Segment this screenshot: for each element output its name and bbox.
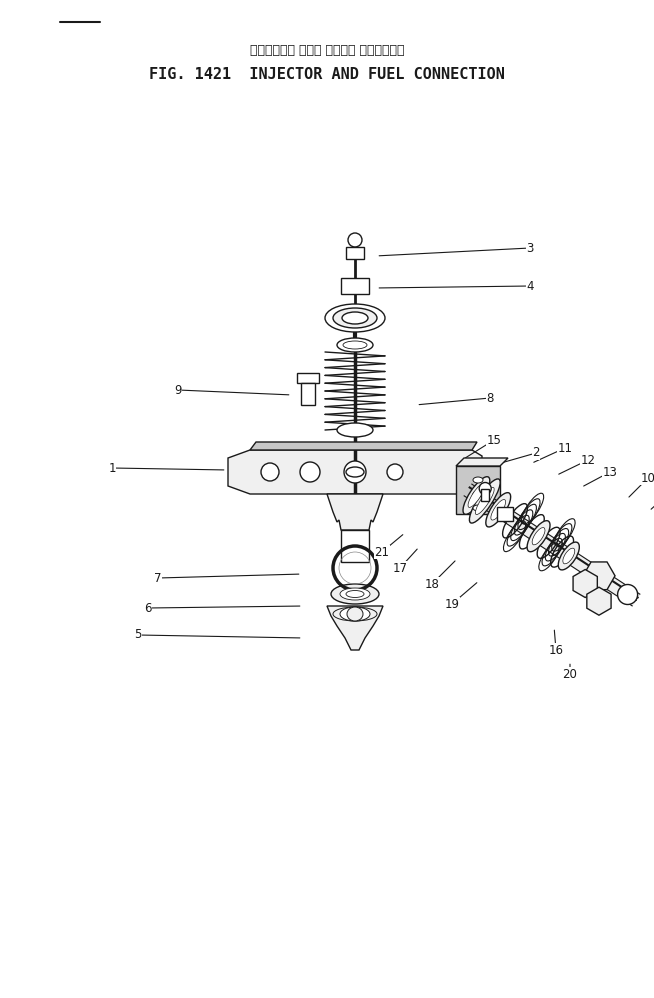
Text: 11: 11 xyxy=(557,441,572,454)
Text: 5: 5 xyxy=(134,629,142,642)
Ellipse shape xyxy=(331,584,379,604)
Text: 8: 8 xyxy=(487,391,494,404)
Text: 10: 10 xyxy=(640,471,654,484)
Ellipse shape xyxy=(468,484,485,507)
Bar xyxy=(346,247,364,259)
Circle shape xyxy=(387,464,403,480)
Ellipse shape xyxy=(337,338,373,352)
Polygon shape xyxy=(583,562,615,590)
Text: 18: 18 xyxy=(424,578,439,591)
Ellipse shape xyxy=(475,487,494,515)
Text: 20: 20 xyxy=(562,668,577,681)
Ellipse shape xyxy=(343,341,367,349)
Ellipse shape xyxy=(333,308,377,328)
Text: 3: 3 xyxy=(526,242,534,254)
Text: 21: 21 xyxy=(375,546,390,559)
Polygon shape xyxy=(573,570,597,598)
Text: 7: 7 xyxy=(154,572,162,585)
Bar xyxy=(341,530,369,562)
Circle shape xyxy=(479,482,491,494)
Text: 15: 15 xyxy=(487,433,502,446)
Text: 16: 16 xyxy=(549,644,564,657)
Ellipse shape xyxy=(559,542,579,570)
Ellipse shape xyxy=(347,607,363,621)
Ellipse shape xyxy=(340,588,370,600)
Polygon shape xyxy=(464,484,640,606)
Bar xyxy=(341,278,369,294)
Ellipse shape xyxy=(337,423,373,437)
Text: 6: 6 xyxy=(145,602,152,615)
Bar xyxy=(481,488,489,501)
Polygon shape xyxy=(250,442,477,450)
Polygon shape xyxy=(587,587,611,615)
Circle shape xyxy=(261,463,279,481)
Ellipse shape xyxy=(491,500,506,520)
Ellipse shape xyxy=(473,477,483,483)
Ellipse shape xyxy=(340,607,370,621)
Text: 13: 13 xyxy=(602,465,617,478)
Polygon shape xyxy=(228,450,482,494)
Polygon shape xyxy=(327,606,383,650)
Text: 2: 2 xyxy=(532,446,540,459)
Text: 12: 12 xyxy=(581,453,596,466)
Ellipse shape xyxy=(463,477,490,514)
Text: 1: 1 xyxy=(109,461,116,474)
Text: 9: 9 xyxy=(174,383,182,396)
Ellipse shape xyxy=(527,521,550,552)
Ellipse shape xyxy=(473,491,483,497)
Ellipse shape xyxy=(342,312,368,324)
Ellipse shape xyxy=(333,607,377,621)
Ellipse shape xyxy=(346,591,364,598)
Ellipse shape xyxy=(486,493,511,527)
Text: 4: 4 xyxy=(526,279,534,292)
Bar xyxy=(456,466,500,514)
Bar xyxy=(497,507,513,521)
Ellipse shape xyxy=(325,304,385,332)
Ellipse shape xyxy=(563,548,575,564)
Ellipse shape xyxy=(532,528,545,545)
Circle shape xyxy=(348,233,362,247)
Text: 19: 19 xyxy=(445,598,460,611)
Text: 17: 17 xyxy=(392,562,407,575)
Text: FIG. 1421  INJECTOR AND FUEL CONNECTION: FIG. 1421 INJECTOR AND FUEL CONNECTION xyxy=(149,67,505,82)
Bar xyxy=(297,373,319,383)
Circle shape xyxy=(300,462,320,482)
Ellipse shape xyxy=(346,467,364,477)
Circle shape xyxy=(344,461,366,483)
Text: インジェクタ および フュエル コネクション: インジェクタ および フュエル コネクション xyxy=(250,44,404,57)
Ellipse shape xyxy=(473,505,483,511)
Polygon shape xyxy=(456,458,508,466)
Polygon shape xyxy=(327,494,383,530)
Circle shape xyxy=(617,585,638,605)
Ellipse shape xyxy=(470,479,500,523)
Bar xyxy=(301,383,315,405)
